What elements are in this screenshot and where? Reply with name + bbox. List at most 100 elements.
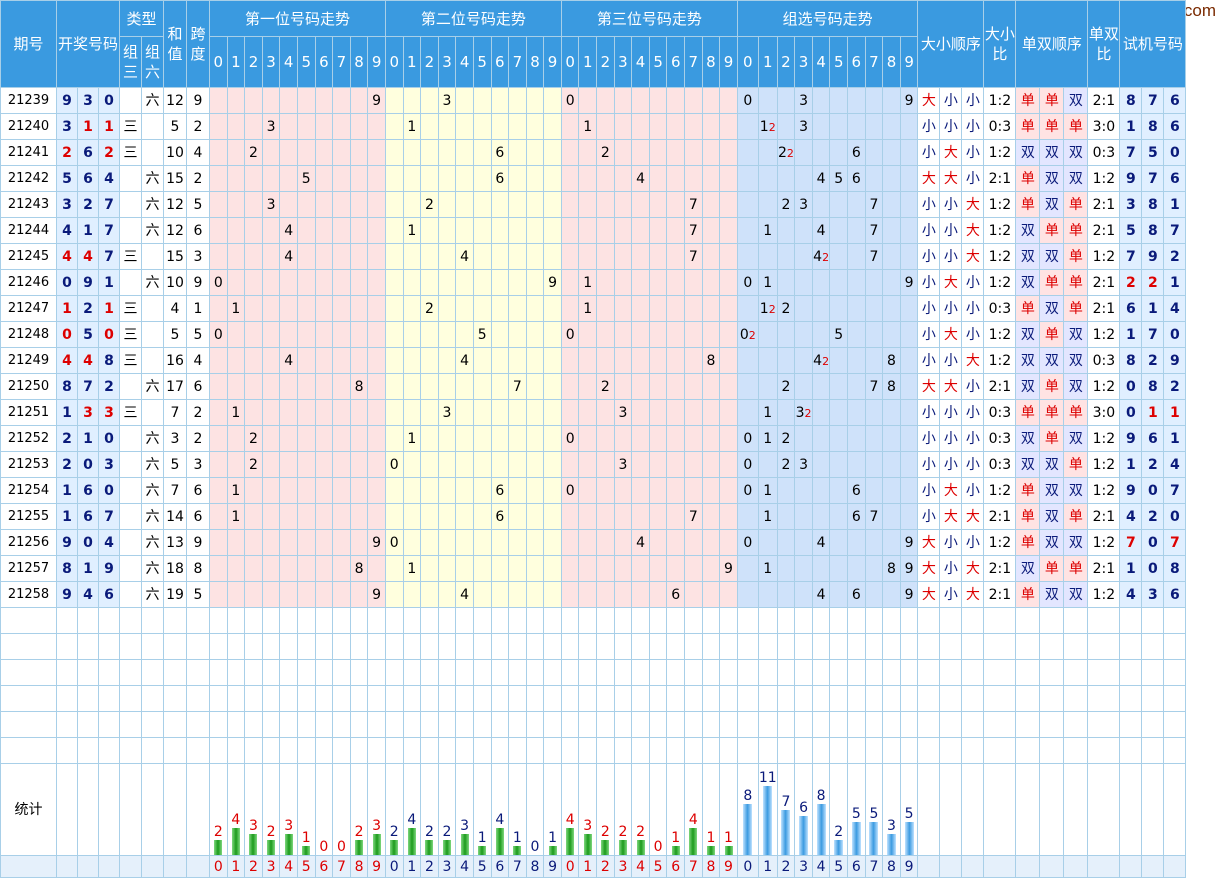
position-trend-cell <box>437 113 457 140</box>
group-trend-cell <box>864 87 884 114</box>
position-trend-cell <box>384 321 404 348</box>
position-trend-cell <box>613 139 633 166</box>
position-trend-cell <box>525 269 545 296</box>
blank-cell <box>811 633 831 660</box>
position-trend-cell <box>226 165 246 192</box>
group-trend-cell: 1 <box>757 503 778 530</box>
issue-number: 21257 <box>0 555 57 582</box>
header-big-small-order: 大小顺序 <box>917 0 985 88</box>
blank-cell <box>77 737 99 764</box>
group-trend-cell: 0 <box>736 529 759 556</box>
position-trend-cell <box>666 321 686 348</box>
big-small-cell: 小 <box>939 581 963 608</box>
group-trend-cell <box>829 477 849 504</box>
blank-cell <box>543 737 562 764</box>
position-trend-cell <box>719 529 738 556</box>
position-trend-cell <box>279 321 298 348</box>
position-trend-cell <box>666 243 686 270</box>
blank-cell <box>314 737 334 764</box>
group-trend-cell <box>829 217 849 244</box>
position-trend-cell <box>437 139 457 166</box>
blank-cell <box>0 685 57 712</box>
group-trend-cell: 2 <box>776 451 796 478</box>
position-trend-cell <box>560 581 580 608</box>
position-trend-cell <box>349 347 369 374</box>
group-trend-cell <box>882 503 901 530</box>
position-trend-cell <box>349 165 369 192</box>
blank-cell <box>437 607 457 634</box>
blank-cell <box>939 711 963 738</box>
stats-bar-cell: 1 <box>543 763 562 856</box>
draw-row: 21256 9 0 4 六 13 9 9 0 4 0 4 9 大小小 1:2 单双双 1:2 7 0 7 <box>0 529 1187 556</box>
group-trend-cell: 12 <box>757 113 778 140</box>
stats-bar-cell: 3 <box>367 763 386 856</box>
stats-bar-cell: 5 <box>899 763 919 856</box>
big-small-cell: 小 <box>917 503 941 530</box>
position-trend-cell <box>437 503 457 530</box>
group-trend-cell <box>829 87 849 114</box>
blank-cell <box>1163 737 1187 764</box>
draw-row: 21243 3 2 7 六 12 5 3 2 7 2 3 7 小小大 1:2 单双单 2:1 3 8 1 <box>0 191 1187 218</box>
odd-even-cell: 双 <box>1015 555 1041 582</box>
odd-even-cell: 双 <box>1015 269 1041 296</box>
group-trend-cell: 0 <box>736 269 759 296</box>
draw-digit: 2 <box>77 295 99 322</box>
position-trend-cell <box>296 425 316 452</box>
position-trend-cell: 0 <box>209 269 228 296</box>
big-small-cell: 小 <box>961 477 985 504</box>
position-trend-cell <box>666 425 686 452</box>
position-trend-cell <box>525 477 545 504</box>
stats-bar <box>724 846 733 855</box>
position-trend-cell: 1 <box>402 425 422 452</box>
position-trend-cell <box>596 425 615 452</box>
blank-cell <box>119 685 142 712</box>
axis-digit-label: 0 <box>384 855 404 878</box>
odd-even-ratio: 1:2 <box>1087 373 1121 400</box>
blank-cell <box>508 633 527 660</box>
group-trend-cell <box>829 373 849 400</box>
position-trend-cell <box>261 581 281 608</box>
span-value: 5 <box>186 321 210 348</box>
blank-cell <box>56 607 78 634</box>
blank-cell <box>1039 711 1065 738</box>
position-trend-cell: 3 <box>437 87 457 114</box>
blank-cell <box>578 659 598 686</box>
issue-number: 21239 <box>0 87 57 114</box>
big-small-cell: 小 <box>939 451 963 478</box>
position-trend-cell <box>472 165 492 192</box>
blank-cell <box>543 633 562 660</box>
odd-even-cell: 单 <box>1015 113 1041 140</box>
axis-blank <box>163 855 187 878</box>
group-trend-cell <box>899 451 919 478</box>
stats-bar-cell: 2 <box>261 763 281 856</box>
position-trend-cell <box>719 373 738 400</box>
position-trend-cell <box>367 399 386 426</box>
position-trend-cell: 1 <box>226 477 246 504</box>
blank-cell <box>899 711 919 738</box>
blank-cell <box>961 737 985 764</box>
stats-bar-cell: 6 <box>794 763 813 856</box>
position-trend-cell <box>596 477 615 504</box>
axis-digit-label: 2 <box>244 855 263 878</box>
stats-bar-cell: 7 <box>776 763 796 856</box>
stats-bar-cell: 1 <box>701 763 721 856</box>
blank-cell <box>829 659 849 686</box>
sum-value: 12 <box>163 87 187 114</box>
blank-cell <box>314 607 334 634</box>
position-trend-cell <box>402 191 422 218</box>
big-small-cell: 小 <box>917 191 941 218</box>
position-trend-cell <box>684 477 703 504</box>
trend-chart-table: 期号 开奖号码 类型 和值 跨度 第一位号码走势 第二位号码走势 第三位号码走势 组选号码走势大… <box>0 0 1187 878</box>
blank-cell <box>367 607 386 634</box>
blank-cell <box>1119 685 1143 712</box>
stats-bar-value: 2 <box>354 824 364 840</box>
test-digit: 1 <box>1163 269 1187 296</box>
position-trend-cell <box>508 477 527 504</box>
position-trend-cell <box>684 269 703 296</box>
axis-blank <box>917 855 941 878</box>
blank-cell <box>882 711 901 738</box>
stats-bar-value: 5 <box>851 806 861 822</box>
position-trend-cell <box>684 113 703 140</box>
position-trend-cell <box>560 295 580 322</box>
stats-bar <box>425 840 434 855</box>
